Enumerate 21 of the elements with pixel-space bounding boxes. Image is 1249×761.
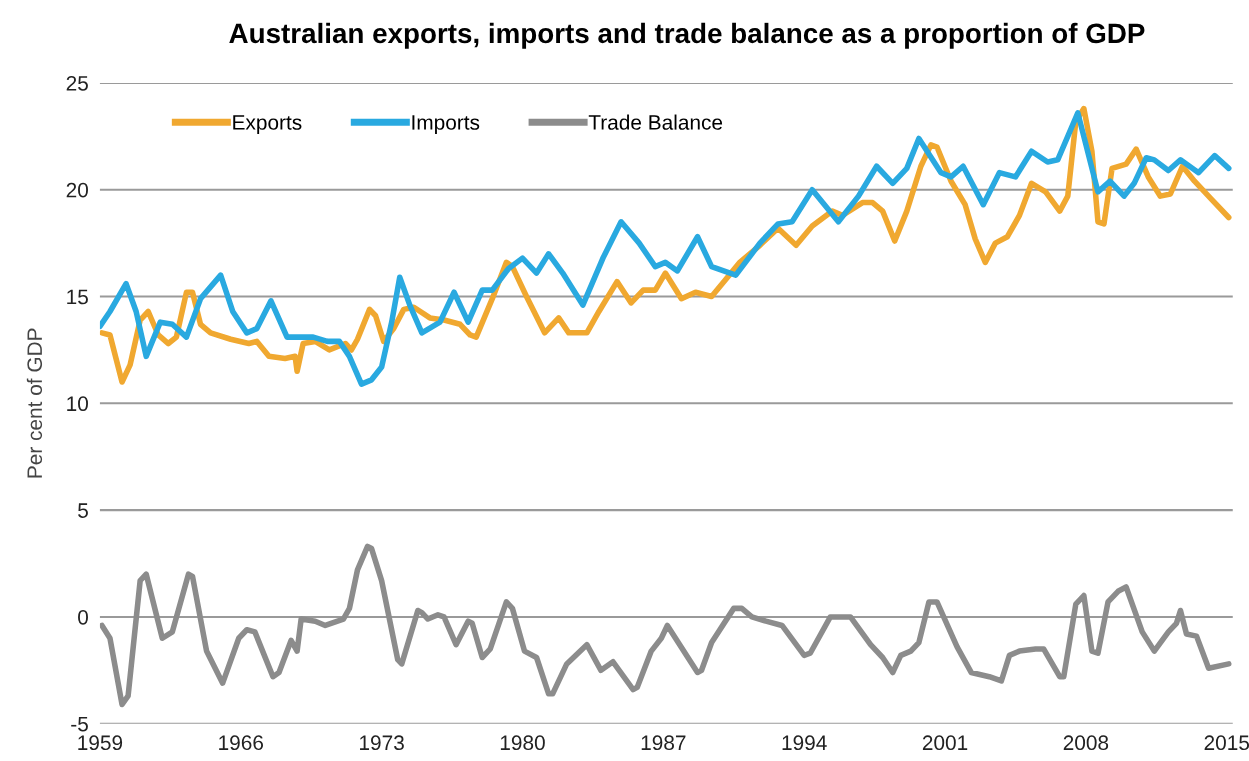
x-tick-label: 2001: [922, 735, 968, 751]
x-tick-label: 1973: [360, 735, 404, 751]
y-tick-label: 10: [67, 396, 88, 412]
y-tick-label: 25: [66, 75, 88, 91]
legend-label: Exports: [233, 115, 302, 134]
x-tick-label: 1987: [641, 735, 686, 751]
legend-label: Trade Balance: [588, 114, 723, 130]
y-tick-label: 5: [78, 503, 88, 518]
x-tick-label: 1959: [78, 735, 123, 751]
x-tick-label: 1980: [500, 735, 545, 751]
y-tick-label: 20: [66, 182, 88, 198]
x-tick-label: 2008: [1063, 735, 1109, 751]
y-axis-title: Per cent of GDP: [26, 328, 43, 478]
x-tick-label: 1966: [219, 735, 264, 751]
chart-title: Australian exports, imports and trade balance as a proportion of GDP: [229, 22, 1145, 49]
legend-label: Imports: [412, 115, 480, 134]
y-tick-label: 0: [78, 609, 88, 625]
x-tick-label: 1994: [782, 735, 827, 751]
y-tick-label: 15: [67, 289, 88, 305]
y-tick-label: -5: [71, 716, 88, 732]
x-tick-label: 2015: [1204, 735, 1249, 751]
